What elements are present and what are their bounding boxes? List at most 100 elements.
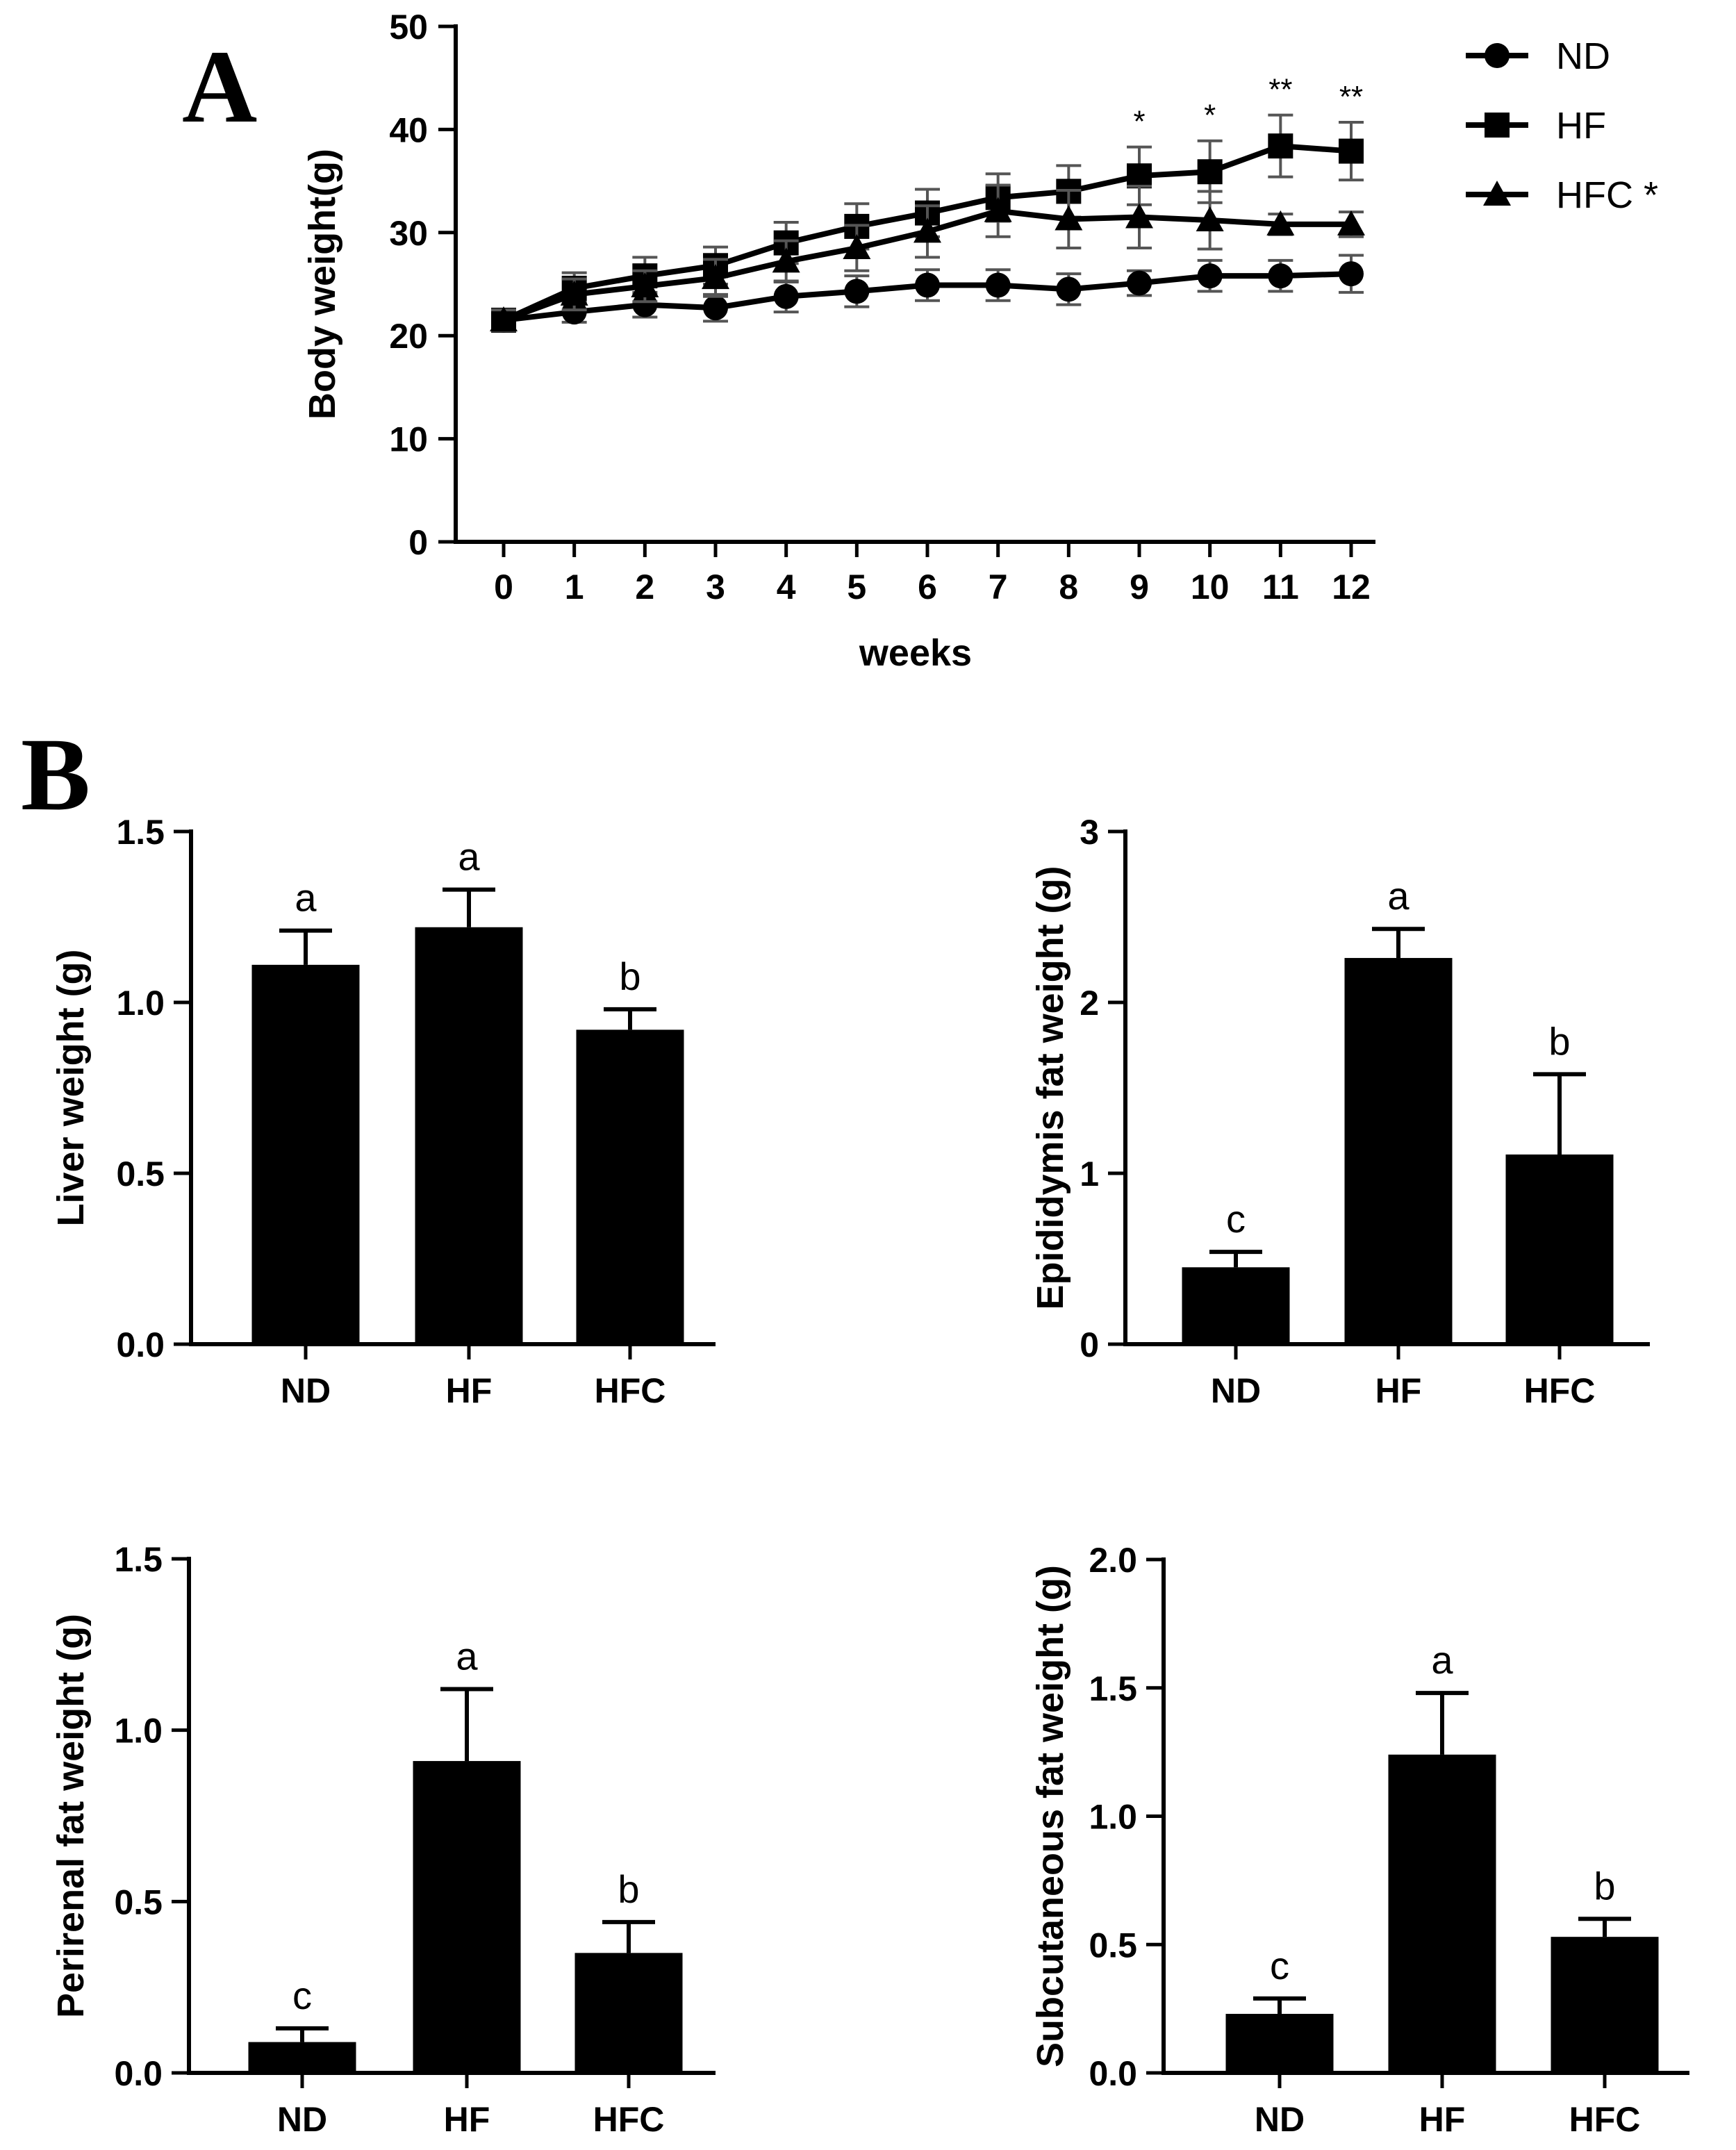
bar-chart-b1: 0.0 0.5 1.0 1.5 Liver weight (g) a ND a HF b HFC — [50, 813, 716, 1410]
y-tick-label: 1.5 — [1089, 1669, 1137, 1708]
panel-label-b: B — [21, 717, 90, 832]
significance-letter: a — [1387, 874, 1410, 918]
data-point — [914, 217, 941, 243]
y-axis-title: Perirenal fat weight (g) — [50, 1614, 92, 2018]
x-tick-label: 6 — [918, 568, 937, 606]
data-point — [915, 272, 940, 298]
x-tick-label: 9 — [1130, 568, 1149, 606]
data-point — [1127, 163, 1152, 189]
significance-letter: c — [1226, 1197, 1246, 1241]
data-point — [844, 279, 870, 304]
y-tick-label: 0.5 — [1089, 1926, 1137, 1965]
y-axis-title: Liver weight (g) — [50, 949, 92, 1226]
data-point — [772, 247, 800, 273]
significance-letter: b — [619, 954, 640, 998]
x-tick-label: HF — [1375, 1371, 1422, 1410]
data-point — [1339, 261, 1364, 287]
y-tick-label: 1.0 — [1089, 1798, 1137, 1837]
x-tick-label: ND — [277, 2100, 327, 2139]
x-tick-label: 5 — [847, 568, 866, 606]
y-tick-label: 1.0 — [116, 984, 165, 1023]
y-tick-label: 0.5 — [114, 1883, 163, 1921]
x-tick-label: HF — [446, 1371, 493, 1410]
data-point — [631, 272, 659, 297]
significance-letter: a — [456, 1634, 478, 1678]
x-axis-title: weeks — [859, 632, 972, 674]
x-tick-label: 1 — [565, 568, 584, 606]
data-point — [1197, 263, 1223, 289]
data-point — [1339, 138, 1364, 164]
data-point — [1055, 205, 1083, 231]
y-axis-title: Epididymis fat weight (g) — [1030, 866, 1071, 1309]
x-tick-label: 8 — [1059, 568, 1078, 606]
data-point — [702, 264, 729, 290]
panel-label-a: A — [182, 29, 257, 144]
x-tick-label: 2 — [635, 568, 654, 606]
bar-hf — [415, 927, 523, 1344]
significance-letter: c — [292, 1974, 312, 2017]
data-point — [1268, 263, 1293, 289]
significance-letter: a — [295, 876, 317, 920]
significance-letter: a — [458, 835, 480, 879]
legend-marker — [1483, 181, 1511, 206]
y-tick-label: 50 — [389, 8, 428, 47]
y-tick-label: 3 — [1080, 813, 1099, 852]
data-point — [773, 283, 799, 309]
data-point — [1337, 210, 1365, 235]
y-tick-label: 0.0 — [116, 1325, 165, 1364]
y-tick-label: 10 — [389, 420, 428, 459]
data-point — [843, 234, 871, 260]
bar-nd — [248, 2042, 356, 2073]
y-axis-title: Body weight(g) — [301, 149, 343, 420]
x-tick-label: HFC — [595, 1371, 666, 1410]
bar-hfc — [1505, 1154, 1614, 1344]
data-point — [1056, 276, 1082, 302]
significance-letter: a — [1431, 1638, 1453, 1682]
x-tick-label: 3 — [706, 568, 725, 606]
x-tick-label: 0 — [494, 568, 513, 606]
bar-hfc — [576, 1029, 684, 1344]
significance-letter: b — [618, 1867, 639, 1911]
y-tick-label: 1.5 — [116, 813, 165, 852]
data-point — [561, 299, 587, 325]
x-tick-label: 7 — [989, 568, 1008, 606]
significance-star: * — [1204, 99, 1216, 133]
y-tick-label: 40 — [389, 110, 428, 149]
x-tick-label: HF — [1419, 2100, 1466, 2139]
data-point — [1125, 203, 1153, 229]
y-tick-label: 1 — [1080, 1155, 1099, 1193]
data-point — [1266, 210, 1295, 235]
y-tick-label: 0 — [1080, 1325, 1099, 1364]
y-tick-label: 0.5 — [116, 1155, 165, 1193]
data-point — [1197, 159, 1223, 185]
bar-hf — [1388, 1754, 1496, 2073]
data-point — [1196, 206, 1224, 231]
significance-letter: b — [1594, 1864, 1615, 1908]
significance-letter: c — [1270, 1944, 1289, 1987]
legend-item-hf: HF — [1556, 105, 1606, 147]
x-tick-label: 4 — [777, 568, 796, 606]
x-tick-label: HFC — [593, 2100, 665, 2139]
data-point — [560, 280, 588, 306]
significance-star: ** — [1268, 73, 1292, 107]
legend-item-hfc: HFC * — [1556, 174, 1658, 216]
significance-star: * — [1133, 105, 1145, 139]
y-tick-label: 0.0 — [1089, 2054, 1137, 2093]
x-tick-label: 11 — [1262, 568, 1299, 606]
legend: ND HF HFC * — [1466, 35, 1658, 216]
series-hfc — [490, 183, 1365, 332]
bar-hfc — [574, 1953, 683, 2073]
x-tick-label: ND — [1211, 1371, 1261, 1410]
data-point — [1268, 133, 1293, 159]
y-tick-label: 2 — [1080, 984, 1099, 1023]
bar-chart-b3: 0.0 0.5 1.0 1.5 Perirenal fat weight (g) c ND a… — [50, 1540, 716, 2139]
y-tick-label: 0 — [408, 523, 428, 562]
bar-nd — [251, 964, 360, 1344]
bar-chart-b4: 0.0 0.5 1.0 1.5 2.0 Subcutaneous fat weight (… — [1030, 1541, 1689, 2139]
y-axis-title: Subcutaneous fat weight (g) — [1030, 1565, 1071, 2067]
data-point — [703, 295, 728, 321]
legend-marker — [1485, 43, 1510, 68]
